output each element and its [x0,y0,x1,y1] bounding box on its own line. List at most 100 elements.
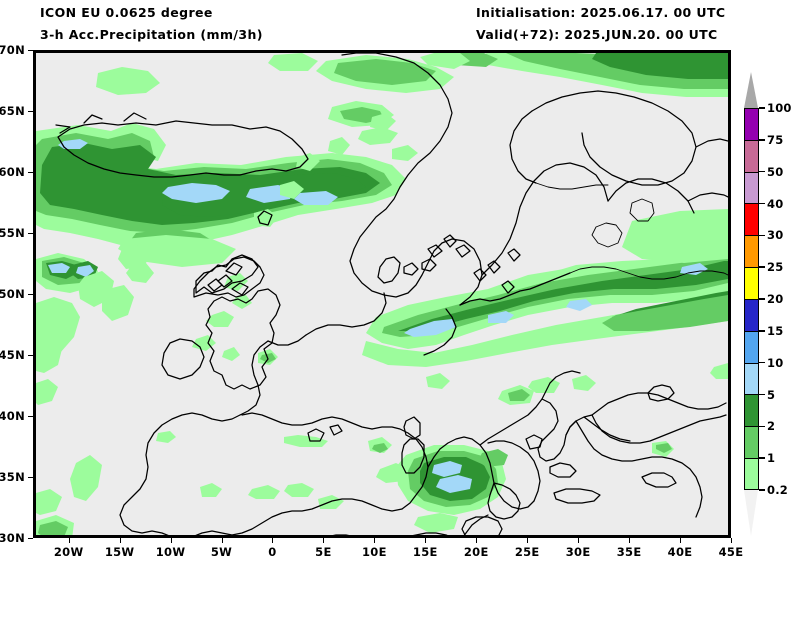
colorbar-tick-mark [759,393,765,396]
x-tick-label: 35E [616,545,642,559]
y-tick-label: 40N [0,409,25,423]
x-tick-mark [272,538,274,543]
x-tick-mark [374,538,376,543]
x-tick-mark [476,538,478,543]
precipitation-map [36,53,728,535]
x-tick-label: 15W [104,545,135,559]
x-tick-mark [527,538,529,543]
colorbar-over-arrow [744,72,758,108]
colorbar-band [744,426,759,459]
x-tick-mark [578,538,580,543]
y-tick-label: 65N [0,104,25,118]
colorbar-tick-label: 2 [767,419,776,434]
colorbar-tick-mark [759,457,765,459]
coastlines [55,53,728,535]
colorbar-tick-label: 10 [767,355,784,370]
colorbar-band [744,394,759,427]
model-name-label: ICON EU 0.0625 degree [40,5,213,20]
precip-region-central-europe [254,113,396,227]
x-tick-label: 40E [667,545,693,559]
x-tick-mark [170,538,172,543]
precip-region-sicily [376,445,508,533]
y-tick-label: 45N [0,348,25,362]
precip-region-aegean [426,363,728,457]
colorbar-tick-label: 15 [767,323,784,338]
colorbar-tick-mark [759,361,765,364]
colorbar-tick-label: 0.2 [767,483,788,497]
initialisation-time-label: Initialisation: 2025.06.17. 00 UTC [476,5,726,20]
y-tick-label: 35N [0,470,25,484]
precip-region-biscay [222,347,278,365]
colorbar-tick-label: 25 [767,260,784,275]
precip-region-alps [156,431,392,509]
colorbar-tick-label: 75 [767,132,784,147]
x-tick-label: 30E [565,545,591,559]
colorbar-tick-label: 100 [767,101,792,115]
colorbar-tick-label: 1 [767,451,776,466]
x-tick-label: 0 [268,545,277,559]
field-name-label: 3-h Acc.Precipitation (mm/3h) [40,27,263,42]
x-tick-mark [68,538,70,543]
colorbar-band [744,108,759,140]
x-tick-label: 45E [718,545,744,559]
y-tick-label: 30N [0,531,25,545]
colorbar-tick-mark [759,489,765,491]
colorbar-tick-label: 30 [767,228,784,243]
colorbar-band [744,171,759,204]
x-tick-label: 5E [315,545,332,559]
y-tick-mark [28,111,33,112]
x-tick-label: 10W [155,545,186,559]
precip-region-arctic [420,53,728,97]
colorbar-under-arrow [744,490,758,536]
x-tick-mark [680,538,682,543]
y-tick-mark [28,50,33,51]
x-tick-mark [119,538,121,543]
colorbar-band [744,458,759,490]
precip-region-russia [362,247,728,367]
y-tick-label: 60N [0,165,25,179]
y-tick-mark [28,355,33,356]
x-tick-label: 5W [210,545,233,559]
precip-field [36,53,728,535]
x-tick-mark [629,538,631,543]
precip-region-west-atlantic [36,245,154,535]
y-tick-mark [28,294,33,295]
colorbar-band [744,298,759,331]
colorbar-tick-mark [759,139,765,141]
colorbar-band [744,139,759,172]
colorbar-band [744,235,759,268]
colorbar-tick-mark [759,170,765,173]
colorbar-band [744,330,759,363]
precip-region-north-atlantic [36,53,406,267]
colorbar-tick-mark [759,425,765,428]
y-tick-mark [28,233,33,234]
valid-time-label: Valid(+72): 2025.JUN.20. 00 UTC [476,27,718,42]
x-tick-mark [425,538,427,543]
y-tick-label: 50N [0,287,25,301]
colorbar-tick-mark [759,107,765,109]
x-tick-mark [221,538,223,543]
precip-region-gulf-finland [622,209,728,263]
colorbar-band [744,362,759,395]
y-tick-label: 55N [0,226,25,240]
y-tick-mark [28,477,33,478]
colorbar-tick-label: 20 [767,292,784,306]
colorbar-tick-label: 50 [767,164,784,179]
colorbar-tick-mark [759,202,765,205]
map-plot-area [33,50,731,538]
x-tick-label: 20W [53,545,84,559]
x-tick-label: 15E [412,545,438,559]
colorbar-band [744,267,759,299]
y-tick-label: 70N [0,43,25,57]
x-tick-mark [323,538,325,543]
colorbar-tick-mark [759,266,765,268]
y-tick-mark [28,416,33,417]
colorbar-tick-mark [759,234,765,237]
colorbar-tick-label: 40 [767,196,784,211]
x-tick-label: 10E [361,545,387,559]
colorbar-band [744,203,759,236]
x-tick-label: 25E [514,545,540,559]
x-tick-mark [731,538,732,543]
y-tick-mark [28,172,33,173]
